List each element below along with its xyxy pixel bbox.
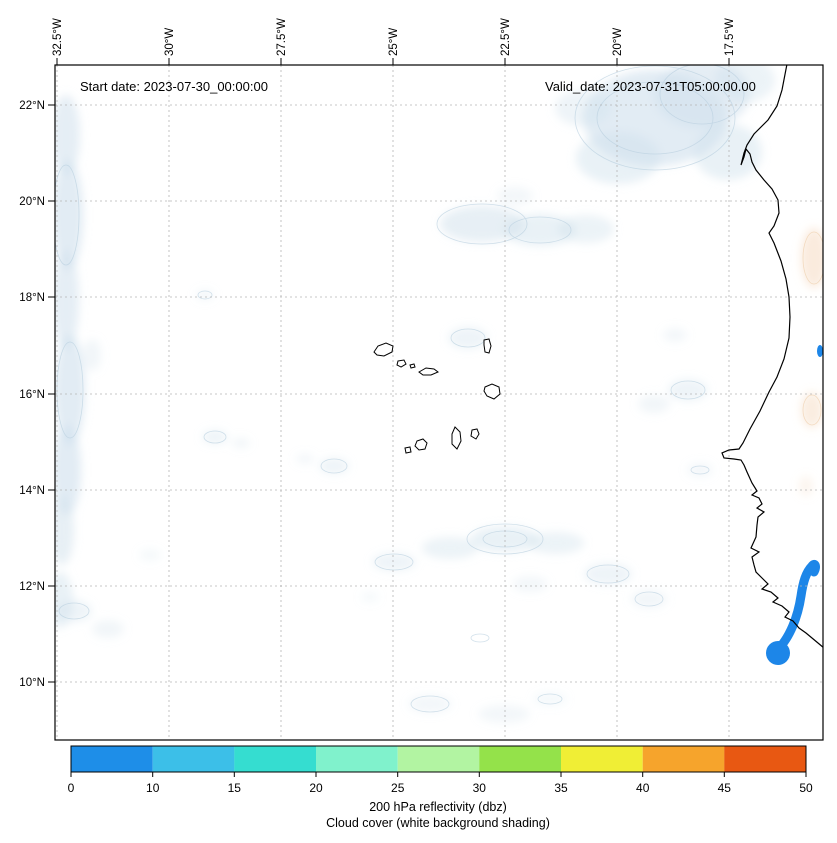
colorbar-title-line2: Cloud cover (white background shading): [326, 816, 550, 830]
colorbar-segment: [234, 746, 316, 772]
colorbar-segment: [316, 746, 398, 772]
cape-verde-islands: [373, 338, 501, 454]
latitude-tick-labels: 22°N 20°N 18°N 16°N 14°N 12°N 10°N: [19, 100, 45, 689]
island-sao-vicente: [396, 359, 407, 368]
reflectivity-cells-layer: [766, 345, 823, 665]
map-plot-background: [55, 65, 823, 740]
cloud-contour-layer: [55, 65, 745, 713]
lon-tick-label: 20°W: [612, 28, 624, 56]
colorbar-ticks: [70, 772, 807, 777]
dust-contour-layer: [802, 231, 823, 426]
valid-date-label: Valid_date: 2023-07-31T05:00:00.00: [545, 79, 756, 94]
left-axis-ticks: [48, 104, 55, 683]
colorbar-segment: [561, 746, 643, 772]
reflectivity-coastal-cell: [817, 345, 823, 357]
africa-coastline: [721, 65, 823, 648]
colorbar-tick-label: 15: [228, 781, 242, 795]
island-santiago: [451, 426, 462, 450]
lon-tick-label: 22.5°W: [500, 18, 512, 56]
lat-tick-label: 14°N: [19, 485, 45, 497]
colorbar-segment: [642, 746, 725, 772]
colorbar-segment: [152, 746, 235, 772]
colorbar-tick-labels: 0 10 15 20 25 30 35 40 45 50: [68, 781, 813, 795]
island-brava: [404, 446, 412, 454]
island-maio: [470, 428, 480, 440]
dust-shading-layer: [799, 228, 823, 496]
top-axis-ticks: [56, 58, 730, 65]
lat-tick-label: 12°N: [19, 581, 45, 593]
lon-tick-label: 17.5°W: [724, 18, 736, 56]
start-date-label: Start date: 2023-07-30_00:00:00: [80, 79, 268, 94]
lon-tick-label: 32.5°W: [52, 18, 64, 56]
colorbar-tick-label: 40: [636, 781, 650, 795]
colorbar-title-line1: 200 hPa reflectivity (dbz): [369, 800, 507, 814]
colorbar-segment: [71, 746, 153, 772]
colorbar-tick-label: 10: [146, 781, 160, 795]
colorbar-tick-label: 35: [554, 781, 568, 795]
lon-tick-label: 30°W: [164, 28, 176, 56]
map-border: [54, 64, 824, 741]
colorbar-segment: [479, 746, 561, 772]
colorbar-tick-label: 50: [799, 781, 813, 795]
island-sao-nicolau: [418, 367, 439, 376]
lat-tick-label: 22°N: [19, 100, 45, 112]
island-boa-vista: [483, 383, 501, 400]
colorbar-tick-label: 20: [309, 781, 323, 795]
reflectivity-comma-tail: [772, 559, 820, 655]
colorbar-outline: [70, 745, 807, 773]
colorbar-tick-label: 25: [391, 781, 405, 795]
longitude-tick-labels: 32.5°W 30°W 27.5°W 25°W 22.5°W 20°W 17.5…: [52, 18, 736, 56]
colorbar-tick-label: 30: [473, 781, 487, 795]
colorbar-segment: [724, 746, 806, 772]
island-sal: [483, 338, 492, 354]
island-santa-luzia: [409, 363, 416, 369]
lat-tick-label: 16°N: [19, 389, 45, 401]
island-fogo: [414, 438, 428, 451]
lat-tick-label: 18°N: [19, 292, 45, 304]
island-santo-antao: [373, 342, 394, 357]
colorbar: 0 10 15 20 25 30 35 40 45 50 200 hPa ref…: [68, 745, 813, 830]
lon-tick-label: 25°W: [388, 28, 400, 56]
lat-tick-label: 10°N: [19, 677, 45, 689]
colorbar-tick-label: 45: [718, 781, 732, 795]
colorbar-tick-label: 0: [68, 781, 75, 795]
lat-tick-label: 20°N: [19, 196, 45, 208]
lon-tick-label: 27.5°W: [276, 18, 288, 56]
colorbar-segment: [397, 746, 480, 772]
